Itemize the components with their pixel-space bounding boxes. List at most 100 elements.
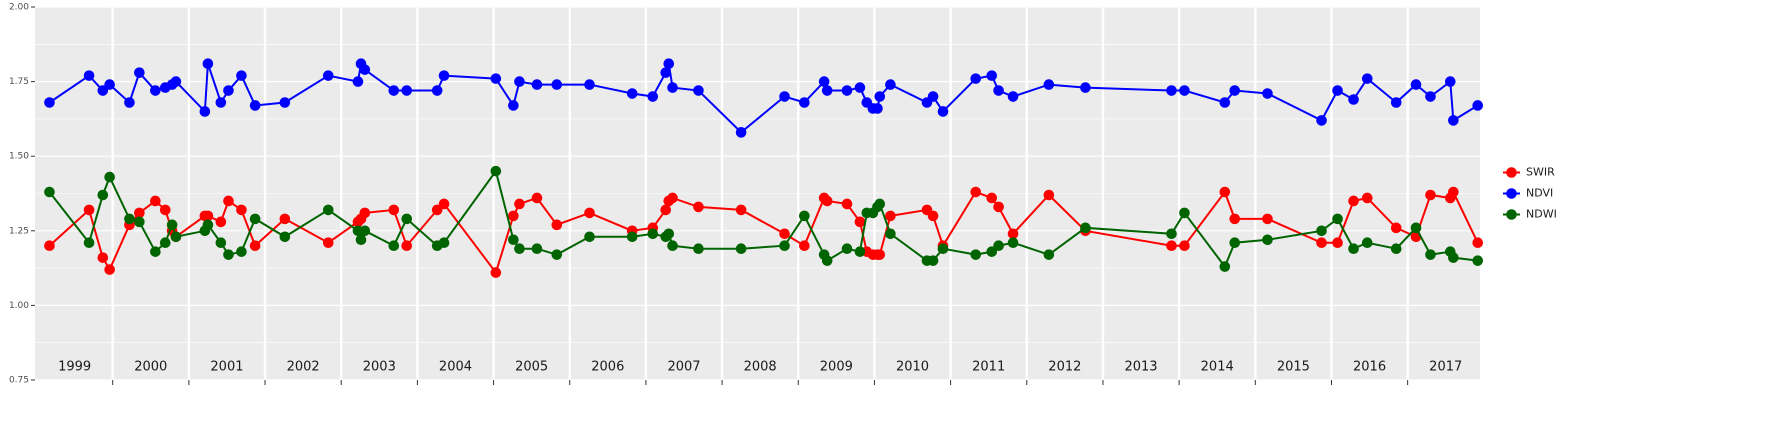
point	[779, 91, 790, 102]
x-tick-label: 2012	[1048, 360, 1081, 375]
point	[124, 97, 135, 108]
legend-key-point	[1506, 188, 1517, 199]
point	[1332, 237, 1343, 249]
x-tick-label: 2010	[896, 360, 929, 375]
point	[1179, 240, 1190, 252]
point	[1472, 237, 1484, 249]
point	[249, 213, 261, 225]
point	[1262, 213, 1273, 225]
point	[818, 76, 830, 87]
point	[1332, 213, 1343, 225]
point	[388, 85, 400, 96]
point	[199, 106, 211, 117]
point	[215, 237, 227, 249]
x-tick-label: 2004	[439, 360, 472, 375]
point	[1448, 186, 1459, 198]
point	[97, 85, 109, 96]
point	[1390, 97, 1402, 108]
point	[821, 255, 833, 266]
point	[236, 246, 247, 257]
point	[83, 237, 95, 249]
point	[150, 246, 161, 257]
point	[937, 243, 949, 255]
point	[626, 88, 638, 99]
point	[874, 91, 886, 102]
point	[551, 79, 563, 90]
point	[159, 204, 171, 216]
point	[1229, 237, 1241, 249]
point	[551, 219, 563, 231]
point	[508, 234, 519, 246]
point	[1080, 82, 1091, 93]
point	[514, 243, 525, 255]
point	[1390, 222, 1402, 234]
point	[693, 243, 704, 255]
point	[166, 219, 178, 231]
point	[584, 231, 595, 243]
y-tick-label: 2.00	[9, 3, 29, 13]
point	[663, 58, 675, 69]
point	[885, 210, 896, 222]
point	[970, 73, 982, 84]
point	[508, 100, 519, 111]
point	[551, 249, 563, 260]
point	[355, 234, 367, 246]
point	[1390, 243, 1402, 255]
x-tick-label: 2013	[1124, 360, 1157, 375]
point	[667, 82, 678, 93]
point	[215, 97, 227, 108]
point	[1410, 222, 1422, 234]
point	[1219, 186, 1231, 198]
y-tick-label: 1.25	[9, 226, 29, 236]
x-tick-label: 2001	[210, 360, 243, 375]
point	[841, 243, 853, 255]
point	[1472, 255, 1484, 266]
point	[359, 207, 371, 219]
point	[223, 85, 234, 96]
point	[986, 70, 998, 81]
point	[359, 64, 371, 75]
point	[388, 240, 400, 252]
point	[1444, 76, 1456, 87]
point	[1361, 73, 1373, 84]
x-tick-label: 2016	[1353, 360, 1386, 375]
point	[1262, 88, 1273, 99]
point	[885, 228, 896, 240]
point	[779, 240, 790, 252]
legend-key-point	[1506, 167, 1517, 178]
point	[134, 216, 145, 228]
point	[693, 85, 704, 96]
x-tick-label: 2009	[820, 360, 853, 375]
point	[1179, 207, 1190, 219]
point	[508, 210, 519, 222]
point	[352, 76, 364, 87]
point	[223, 195, 234, 207]
point	[1361, 237, 1373, 249]
point	[438, 198, 450, 210]
point	[993, 240, 1004, 252]
point	[124, 213, 135, 225]
point	[202, 219, 214, 231]
point	[134, 207, 145, 219]
point	[799, 240, 810, 252]
point	[83, 204, 95, 216]
point	[1166, 228, 1177, 240]
point	[401, 213, 413, 225]
point	[993, 201, 1004, 213]
point	[104, 79, 115, 90]
point	[1316, 115, 1327, 126]
point	[1348, 195, 1359, 207]
point	[134, 67, 145, 78]
point	[927, 210, 939, 222]
point	[83, 70, 95, 81]
point	[799, 210, 810, 222]
point	[150, 195, 161, 207]
point	[514, 198, 525, 210]
x-tick-label: 2003	[363, 360, 396, 375]
point	[1166, 240, 1177, 252]
point	[1007, 237, 1019, 249]
point	[660, 67, 672, 78]
point	[1332, 85, 1343, 96]
point	[150, 85, 161, 96]
point	[1348, 243, 1359, 255]
